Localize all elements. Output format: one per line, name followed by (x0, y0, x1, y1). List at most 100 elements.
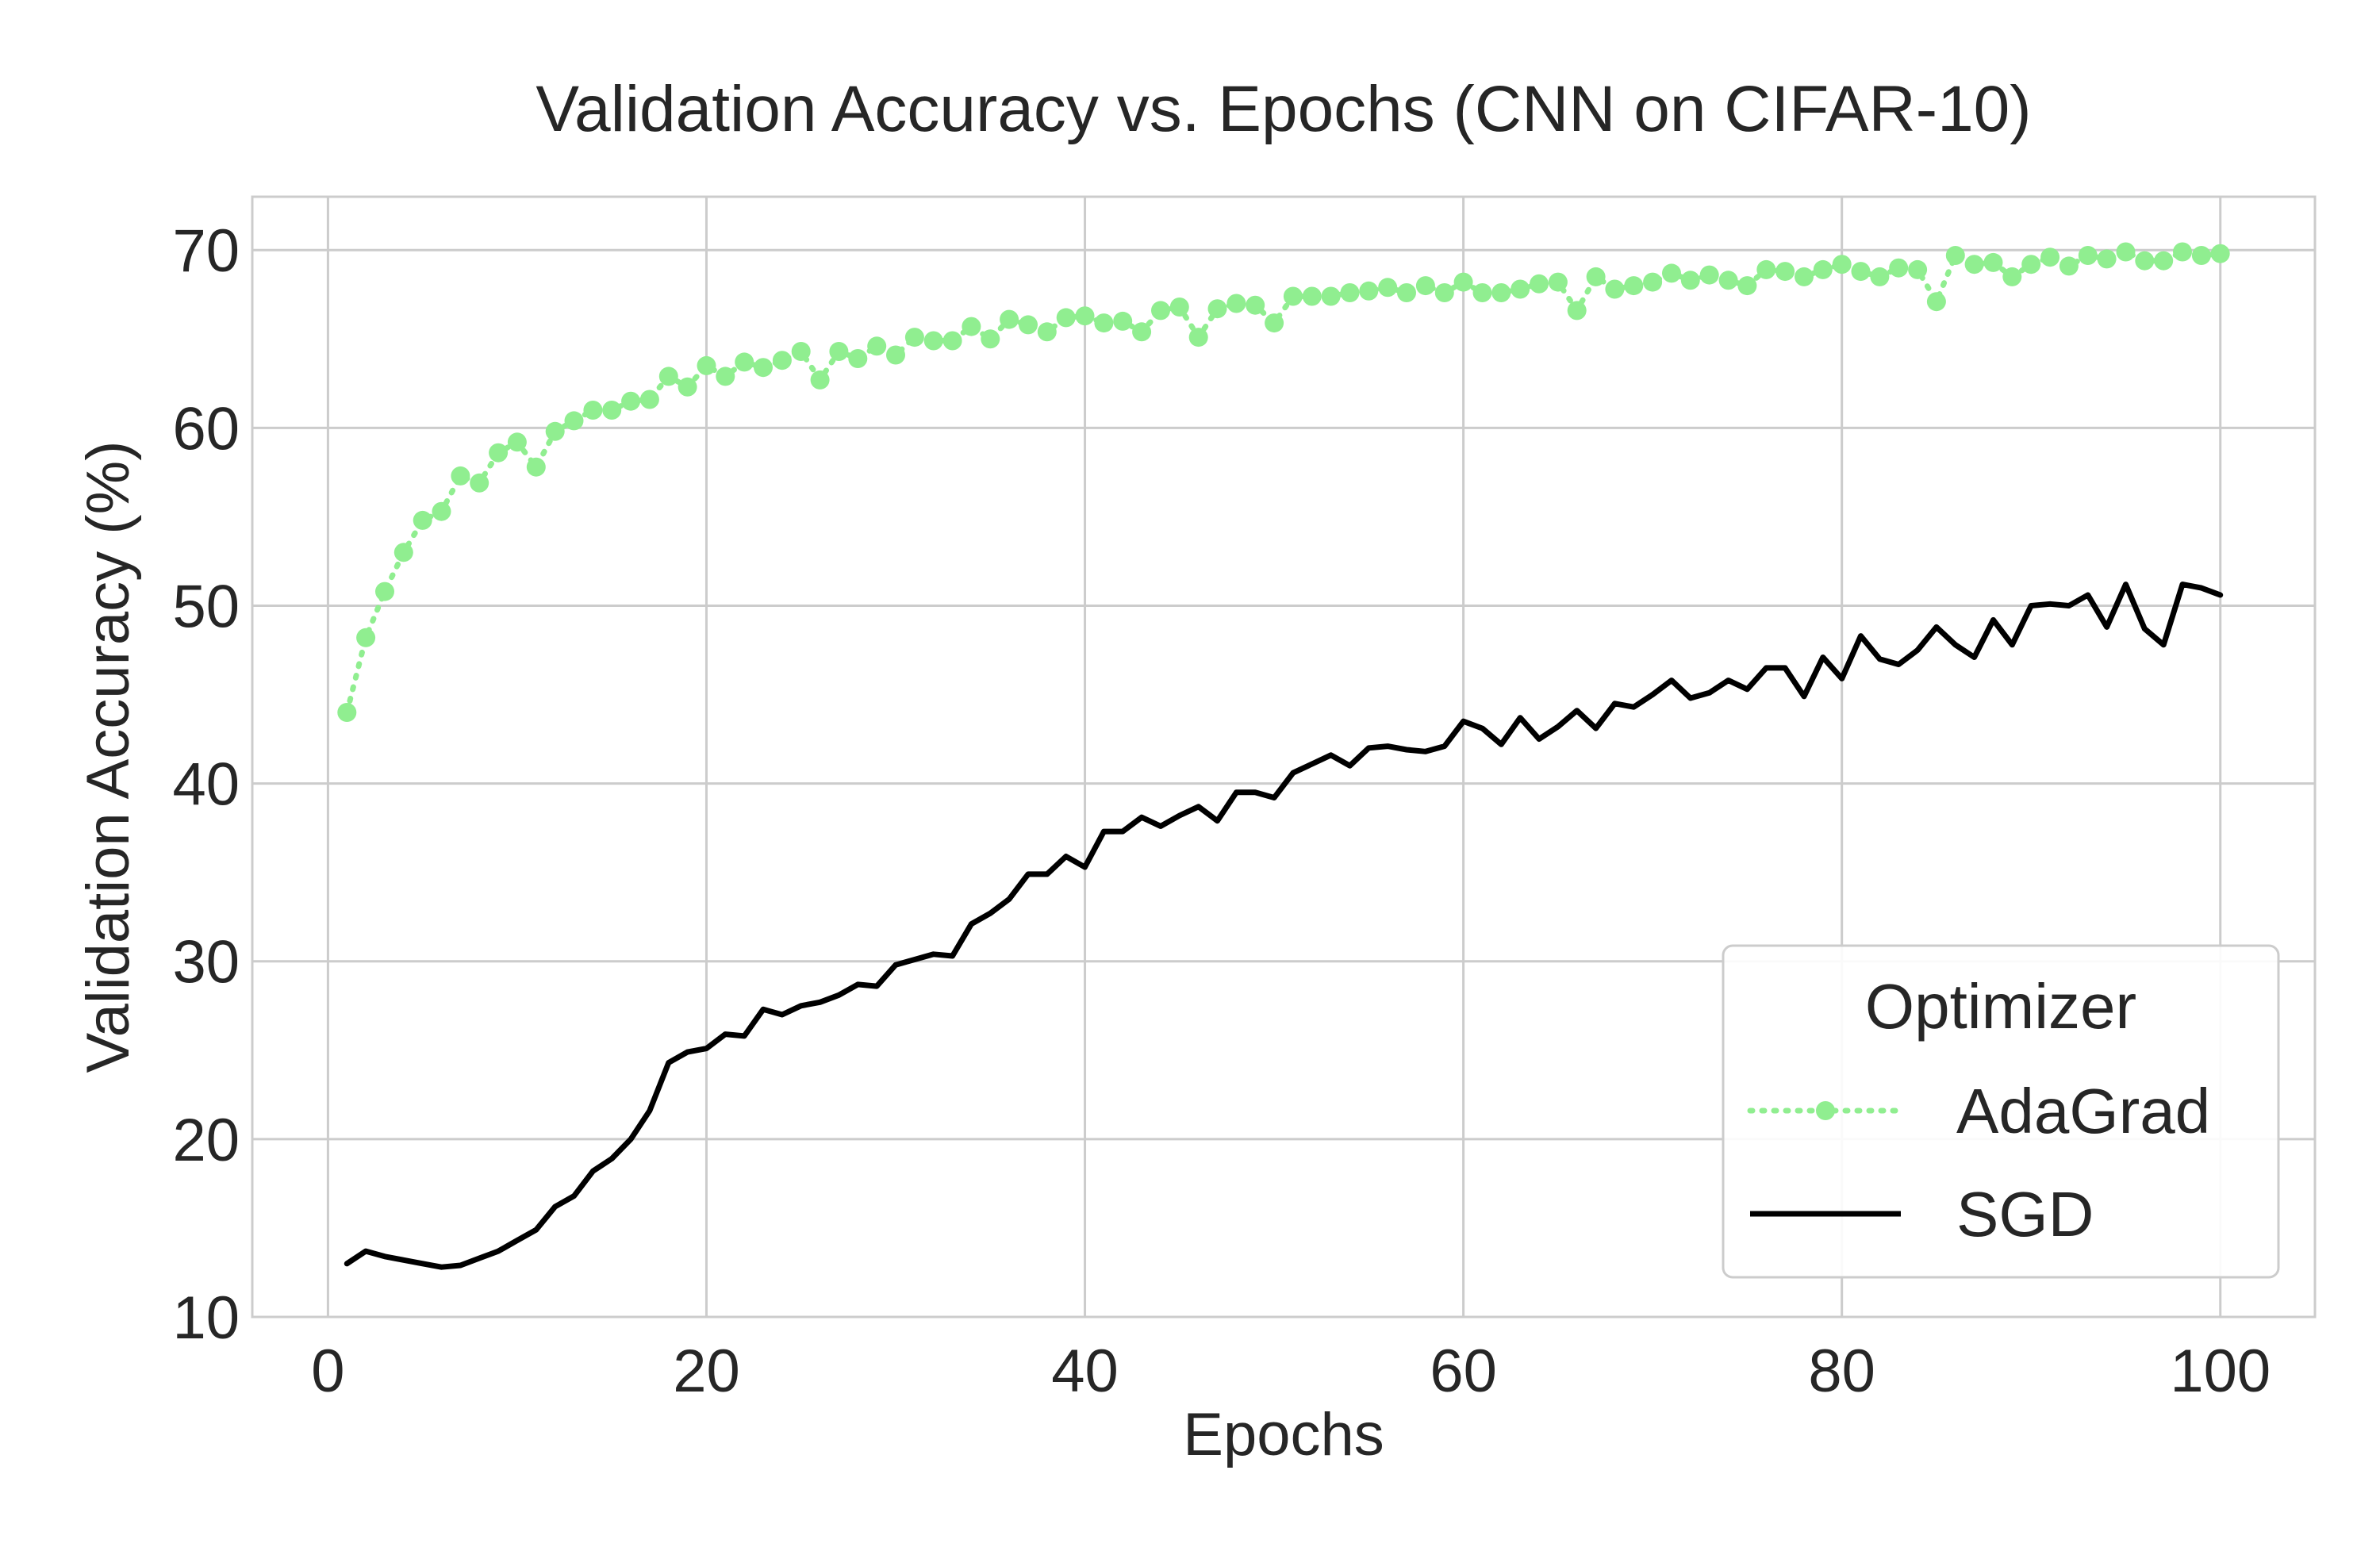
data-point-adagrad (962, 317, 981, 336)
data-point-adagrad (1643, 272, 1663, 292)
data-point-adagrad (507, 432, 527, 452)
data-point-adagrad (772, 351, 792, 370)
y-tick-label: 30 (172, 929, 240, 996)
legend-marker-adagrad (1816, 1101, 1835, 1120)
legend-label-adagrad: AdaGrad (1956, 1076, 2210, 1146)
data-point-adagrad (1737, 276, 1757, 296)
series-line-sgd (344, 582, 2224, 1270)
data-point-adagrad (848, 349, 868, 368)
data-point-adagrad (545, 421, 565, 441)
grid (252, 197, 2315, 1319)
data-point-adagrad (754, 358, 773, 378)
data-point-adagrad (1795, 267, 1814, 286)
data-point-adagrad (697, 355, 716, 375)
data-point-adagrad (1586, 267, 1606, 286)
x-tick-label: 60 (1430, 1338, 1497, 1405)
data-point-adagrad (829, 342, 849, 361)
data-point-adagrad (1302, 286, 1322, 306)
data-point-adagrad (375, 582, 394, 601)
data-point-adagrad (1983, 252, 2003, 272)
series-line-adagrad (344, 249, 2224, 716)
x-tick-label: 80 (1808, 1338, 1875, 1405)
data-point-adagrad (1453, 272, 1473, 292)
data-point-adagrad (1378, 278, 1398, 298)
data-point-adagrad (1491, 283, 1511, 302)
y-tick-label: 40 (172, 751, 240, 819)
data-point-adagrad (337, 703, 357, 722)
data-point-adagrad (942, 331, 962, 351)
data-point-adagrad (602, 401, 622, 420)
data-point-adagrad (1226, 294, 1246, 313)
chart-title: Validation Accuracy vs. Epochs (CNN on C… (536, 73, 2031, 145)
data-point-adagrad (1680, 271, 1700, 290)
data-point-adagrad (1851, 262, 1871, 282)
data-point-adagrad (1019, 315, 1038, 335)
data-point-adagrad (1472, 283, 1492, 302)
data-point-adagrad (583, 401, 603, 420)
data-point-adagrad (1132, 322, 1152, 342)
data-point-adagrad (1207, 299, 1227, 319)
data-point-adagrad (1340, 283, 1360, 302)
legend-label-sgd: SGD (1956, 1179, 2094, 1250)
data-point-adagrad (1037, 322, 1057, 342)
x-tick-label: 100 (2170, 1338, 2271, 1405)
data-point-adagrad (886, 345, 905, 365)
data-point-adagrad (1511, 279, 1530, 299)
data-point-adagrad (810, 370, 830, 390)
data-point-adagrad (1434, 283, 1454, 302)
data-point-adagrad (1567, 301, 1587, 321)
y-tick-label: 60 (172, 395, 240, 463)
data-point-adagrad (1662, 263, 1681, 283)
data-point-adagrad (1094, 313, 1114, 333)
data-point-adagrad (1056, 308, 1076, 328)
y-tick-label: 10 (172, 1284, 240, 1352)
data-point-adagrad (621, 391, 641, 411)
data-point-adagrad (2210, 244, 2230, 263)
data-point-adagrad (1756, 259, 1776, 279)
data-point-adagrad (735, 352, 754, 372)
data-point-adagrad (904, 328, 924, 347)
x-tick-label: 20 (673, 1338, 740, 1405)
series-sgd (344, 582, 2224, 1270)
x-tick-label: 0 (311, 1338, 344, 1405)
series-adagrad (337, 242, 2230, 722)
y-tick-label: 70 (172, 217, 240, 285)
data-point-adagrad (867, 336, 887, 356)
data-point-adagrad (1699, 265, 1719, 285)
data-point-adagrad (1321, 286, 1341, 306)
data-point-adagrad (981, 329, 1000, 349)
legend-title: Optimizer (1865, 971, 2136, 1042)
data-point-adagrad (1000, 309, 1019, 329)
data-point-adagrad (1113, 311, 1133, 331)
data-point-adagrad (1718, 271, 1738, 290)
plot-frame (251, 195, 2317, 1319)
data-point-adagrad (2078, 246, 2098, 265)
data-point-adagrad (2154, 251, 2174, 271)
data-point-adagrad (2116, 242, 2136, 262)
data-point-adagrad (1397, 283, 1416, 302)
data-point-adagrad (1624, 276, 1644, 296)
data-point-adagrad (1415, 276, 1435, 296)
data-point-adagrad (1813, 259, 1833, 279)
data-point-adagrad (2135, 251, 2155, 271)
data-point-adagrad (1265, 313, 1284, 333)
data-point-adagrad (2040, 248, 2060, 267)
data-point-adagrad (658, 367, 678, 386)
data-point-adagrad (470, 473, 489, 493)
data-point-adagrad (716, 367, 735, 386)
legend: Optimizer AdaGrad SGD (1722, 944, 2280, 1279)
data-point-adagrad (1359, 281, 1379, 301)
data-point-adagrad (564, 411, 584, 431)
data-point-adagrad (393, 543, 413, 562)
data-point-adagrad (451, 466, 470, 486)
data-point-adagrad (489, 443, 509, 463)
data-point-adagrad (1075, 306, 1095, 326)
data-point-adagrad (1964, 255, 1984, 274)
y-tick-label: 50 (172, 573, 240, 640)
data-point-adagrad (678, 377, 697, 397)
legend-box (1722, 944, 2280, 1279)
y-axis: 10 20 30 40 50 60 70 (172, 217, 240, 1352)
data-point-adagrad (2173, 242, 2192, 262)
data-point-adagrad (791, 342, 811, 361)
data-point-adagrad (1945, 246, 1965, 265)
